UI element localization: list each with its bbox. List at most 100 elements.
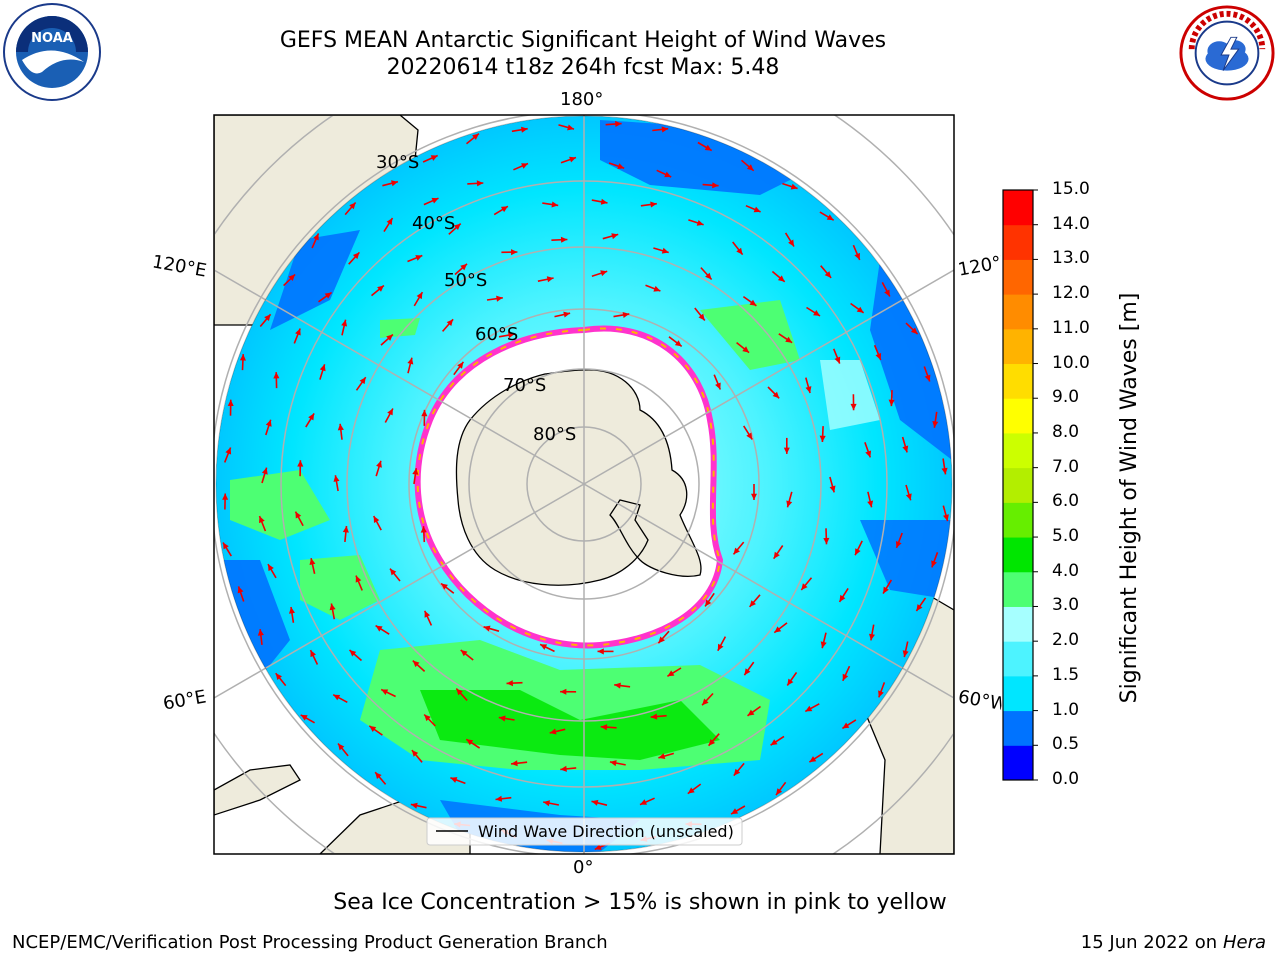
wind-wave-arrow-head (421, 409, 428, 417)
wind-wave-arrow-head (412, 660, 420, 668)
lat-label-60s: 60°S (475, 324, 519, 345)
wind-wave-arrow-head (650, 713, 658, 720)
wind-wave-arrow-head (333, 694, 341, 701)
colorbar-tick-label: 9.0 (1052, 387, 1080, 408)
wind-wave-arrow-head (500, 206, 508, 213)
wind-wave-arrow-head (824, 271, 832, 278)
wind-wave-arrow-head (746, 164, 754, 171)
wind-wave-arrow-head (511, 249, 518, 256)
wind-wave-arrow-head (257, 629, 264, 636)
wind-wave-arrow-head (495, 795, 503, 802)
wind-wave-arrow-head (839, 594, 846, 602)
wind-wave-arrow-head (910, 327, 918, 335)
wind-wave-arrow-head (826, 214, 834, 221)
wind-wave-arrow-head (476, 180, 484, 187)
colorbar-tick-label: 1.0 (1052, 699, 1080, 720)
wind-wave-arrow-head (373, 516, 380, 523)
wind-wave-arrow-head (667, 670, 675, 677)
wind-wave-arrow-head (223, 542, 229, 550)
wind-wave-arrow-head (540, 644, 548, 650)
wind-wave-arrow-head (261, 467, 268, 475)
wind-wave-arrow-head (549, 728, 557, 735)
wind-wave-arrow-head (456, 688, 463, 696)
wind-wave-arrow-head (381, 689, 389, 695)
wind-wave-arrow-head (376, 460, 382, 468)
wind-wave-arrow-head (888, 399, 895, 407)
wind-wave-arrow-head (783, 447, 790, 454)
wind-wave-arrow-head (801, 583, 808, 590)
wind-wave-arrow-head (932, 421, 939, 428)
graticule (214, 115, 954, 854)
wind-wave-arrows (222, 120, 949, 851)
colorbar-tick-label: 4.0 (1052, 560, 1080, 581)
colorbar-segment (1003, 537, 1033, 573)
wind-wave-arrow-head (349, 650, 357, 657)
svg-text:NOAA: NOAA (31, 31, 73, 46)
colorbar-segment (1003, 641, 1033, 677)
wind-wave-arrow-head (289, 607, 295, 614)
wind-wave-arrow-head (453, 223, 461, 230)
wind-wave-arrow-head (295, 511, 302, 519)
wind-wave-arrow-head (614, 682, 621, 689)
wind-wave-arrow-head (483, 625, 491, 632)
wind-wave-arrow-head (310, 650, 316, 658)
wind-wave-arrow-head (640, 799, 647, 805)
wind-wave-arrow-head (407, 357, 414, 365)
colorbar-tick-label: 8.0 (1052, 421, 1080, 442)
wind-wave-arrow-head (931, 560, 937, 568)
wind-wave-arrow-head (411, 750, 419, 757)
wind-wave-arrow-head (308, 413, 315, 421)
wind-wave-arrow-head (770, 739, 778, 746)
wind-wave-arrow-head (424, 714, 431, 722)
wind-wave-arrow-head (377, 285, 384, 292)
wind-wave-arrow-head (813, 310, 820, 316)
wind-wave-arrow-head (941, 467, 948, 475)
lat-label-70s: 70°S (503, 375, 547, 396)
wind-wave-arrow-head (943, 514, 949, 522)
wind-wave-arrow-head (410, 802, 418, 809)
colorbar-tick-label: 3.0 (1052, 595, 1080, 616)
wind-wave-arrow-head (508, 332, 515, 339)
wind-wave-arrow-head (337, 423, 344, 431)
wind-wave-arrow-head (567, 124, 574, 131)
colorbar-segment (1003, 710, 1033, 746)
wind-wave-arrow-head (776, 788, 783, 796)
colorbar-tick-label: 12.0 (1052, 283, 1090, 304)
colorbar-segment (1003, 190, 1033, 226)
colorbar-segment (1003, 571, 1033, 607)
wind-wave-arrow-head (702, 698, 709, 706)
wind-wave-arrow-head (560, 236, 568, 243)
colorbar-tick-label: 1.5 (1052, 664, 1080, 685)
wind-wave-arrow-head (788, 239, 794, 247)
wind-wave-arrow-head (650, 201, 657, 208)
wind-wave-arrow-head (227, 399, 234, 406)
wind-wave-arrow-head (615, 120, 622, 127)
wind-wave-arrow-head (511, 760, 518, 767)
noaa-logo: NOAA (3, 3, 101, 101)
sea-ice-caption: Sea Ice Concentration > 15% is shown in … (333, 890, 947, 915)
footer-credit: NCEP/EMC/Verification Post Processing Pr… (12, 932, 608, 953)
wind-wave-arrow-head (731, 808, 739, 815)
wind-wave-arrow-head (617, 163, 625, 169)
wind-wave-arrow-head (386, 218, 393, 225)
wind-wave-arrow-head (772, 391, 780, 399)
wind-wave-arrow-head (609, 760, 617, 767)
wind-wave-arrow-head (658, 636, 665, 644)
footer-host: Hera (1222, 932, 1266, 953)
colorbar-segment (1003, 224, 1033, 260)
wind-wave-arrow-head (820, 641, 827, 649)
wind-wave-arrow-head (225, 447, 232, 455)
wind-wave-arrow-head (696, 220, 704, 226)
wind-wave-arrow-head (717, 643, 724, 651)
wind-wave-arrow-head (712, 182, 719, 189)
wind-wave-arrow-head (546, 276, 554, 283)
lon-label-180: 180° (560, 89, 604, 110)
wind-wave-arrow-head (902, 650, 909, 658)
wind-wave-arrow-head (506, 680, 513, 687)
wind-wave-arrow-head (375, 772, 382, 779)
wind-wave-arrow-head (658, 753, 666, 759)
colorbar-tick-label: 7.0 (1052, 456, 1080, 477)
wind-wave-arrow-head (551, 201, 559, 208)
wind-wave-arrow-head (521, 163, 528, 169)
